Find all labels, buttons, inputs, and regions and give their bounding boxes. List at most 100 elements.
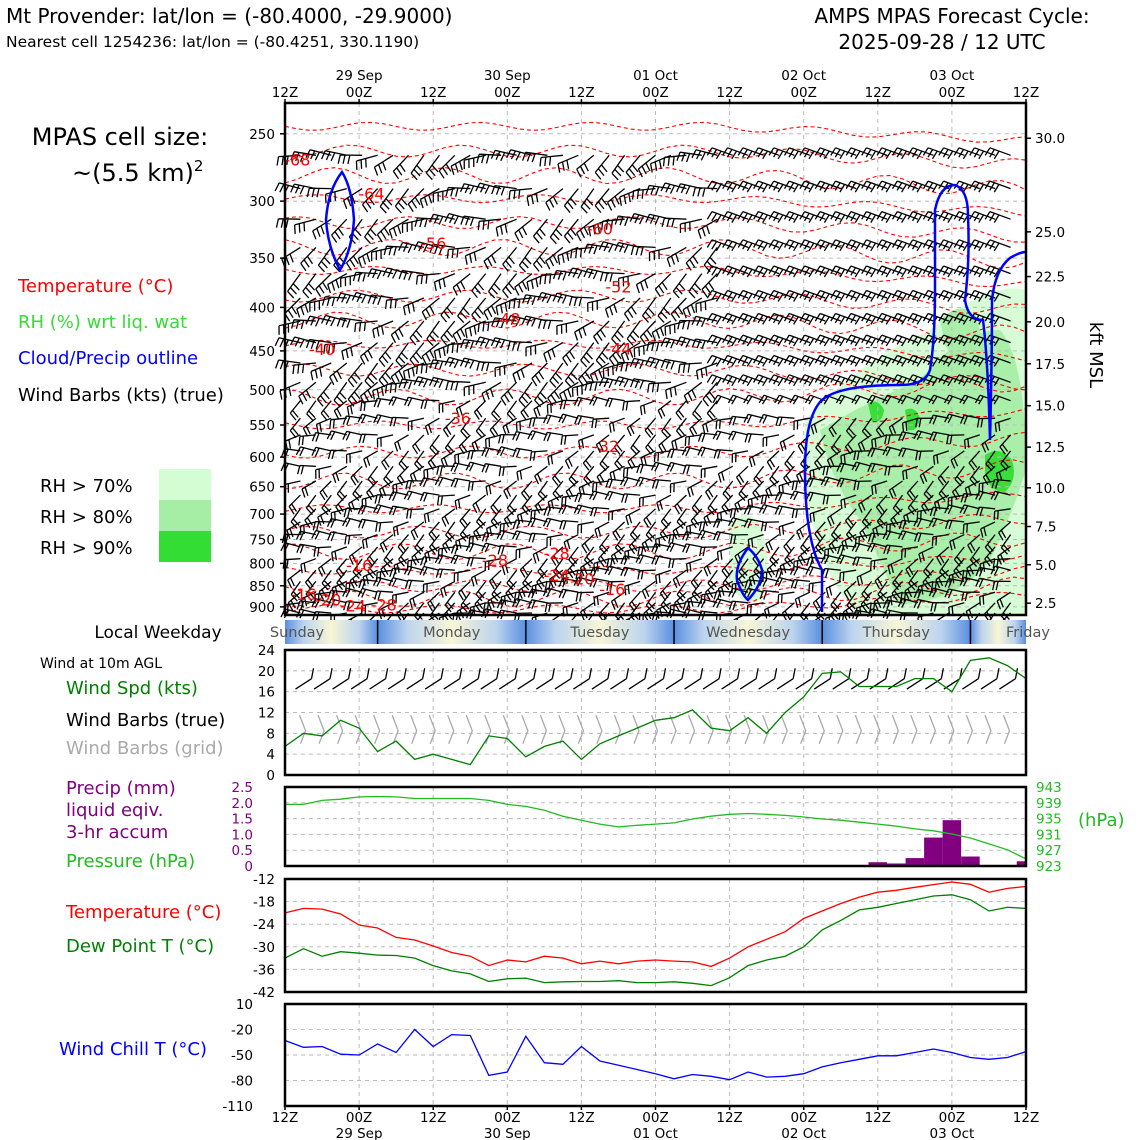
bottom-date-1: 30 Sep [484, 1126, 531, 1140]
wind-barb [429, 434, 440, 455]
wind-barb [274, 337, 301, 349]
wind-barb [753, 147, 780, 160]
wind-barb [409, 342, 425, 368]
wind-barb [296, 297, 317, 318]
wind-barb [882, 530, 903, 541]
wind-barb [938, 334, 965, 347]
wind-barb [969, 180, 996, 193]
wind-barb [440, 580, 456, 598]
wind-barb [398, 546, 410, 567]
wind-barb [653, 450, 671, 463]
wind-barb [968, 450, 981, 471]
temp-label-10: -28 [544, 544, 570, 563]
wind-barb [928, 517, 949, 528]
wind-barb [388, 218, 409, 239]
precip-legend-2: liquid eqiv. [66, 800, 163, 821]
wind-barb [483, 246, 502, 270]
wind-barb [918, 546, 934, 563]
wind-barb [382, 267, 409, 279]
wind-barb [518, 580, 533, 599]
wind-barb [391, 591, 409, 605]
wind-barb [625, 154, 641, 180]
surface-barb-grid [762, 714, 770, 744]
pressure-unit: (hPa) [1078, 810, 1125, 831]
wind-barb [547, 450, 564, 466]
wind-barb [794, 591, 811, 609]
wind-barb [778, 521, 795, 536]
wind-barb [685, 246, 703, 271]
dewpoint-legend: Dew Point T (°C) [66, 936, 214, 957]
wind-barb [563, 218, 579, 244]
bottom-date-0: 29 Sep [336, 1126, 383, 1140]
surface-barb-grid [558, 714, 566, 744]
wind-barb [814, 521, 826, 542]
precip-bar-120 [1016, 861, 1026, 866]
wind-barb [481, 532, 502, 542]
wind-barb [722, 265, 749, 278]
wind-barb [635, 273, 656, 294]
wind-barb [507, 340, 533, 351]
wind-barb [379, 188, 394, 214]
wind-barb [703, 558, 718, 577]
wind-barb [707, 569, 718, 591]
wind-barb [357, 518, 378, 529]
wind-barb [502, 417, 517, 436]
wind-barb [836, 477, 857, 488]
wind-barb [938, 239, 965, 252]
wind-barb [450, 154, 471, 175]
temp-contour-9 [284, 339, 1027, 362]
wind-barb [697, 446, 718, 457]
wind-barb [352, 271, 378, 282]
wind-barb [435, 568, 455, 579]
precip-tick-2.5: 2.5 [232, 780, 253, 796]
wind-barb [731, 450, 749, 463]
wind-barb [464, 320, 486, 339]
wind-barb [373, 576, 394, 587]
kft-tick-label-17.5: 17.5 [1035, 357, 1065, 373]
wind-barb [415, 272, 440, 285]
wind-barb [746, 602, 764, 615]
wind-barb [861, 312, 888, 325]
wind-barb [570, 246, 594, 259]
temp-contour-12 [284, 408, 1027, 430]
wind-barb [953, 354, 980, 367]
wind-barb [337, 154, 363, 165]
wind-barb [668, 533, 687, 544]
cloud-outline [324, 169, 1027, 612]
surface-barb-true [517, 668, 537, 690]
wind-barb [717, 580, 733, 598]
wind-barb [975, 506, 996, 517]
wind-barb [891, 210, 919, 223]
wind-barb [827, 508, 842, 527]
wind-barb [884, 465, 903, 476]
y-tick-label-850: 850 [249, 579, 275, 595]
wind-barb [648, 246, 672, 262]
wind-barb [544, 602, 563, 613]
wind-barb [276, 154, 301, 166]
wind-barb [351, 291, 378, 304]
wind-barb [395, 342, 410, 368]
wind-barb [457, 297, 471, 324]
wind-barb [604, 565, 625, 576]
wind-barb [419, 491, 440, 502]
wind-barb [401, 218, 425, 233]
wind-barb [830, 239, 857, 252]
wind-barb [922, 334, 950, 347]
weekday-band-3 [674, 620, 823, 644]
wind-barb [346, 400, 363, 416]
top-hour-4: 12Z [568, 85, 594, 101]
wind-barb [820, 476, 841, 487]
wind-barb [490, 494, 502, 515]
wind-barb [822, 494, 841, 505]
top-date-1: 30 Sep [484, 68, 531, 84]
wind-barb [512, 530, 533, 541]
wind-barb [502, 273, 518, 299]
temp-contour-4 [284, 216, 1027, 243]
wind-barb [953, 374, 980, 387]
wind-barb [656, 494, 672, 512]
wind-barb [454, 494, 471, 510]
wind-barb [728, 415, 749, 426]
wind-barb [389, 416, 409, 427]
wind-barb [528, 417, 548, 427]
wind-barb [666, 461, 687, 472]
